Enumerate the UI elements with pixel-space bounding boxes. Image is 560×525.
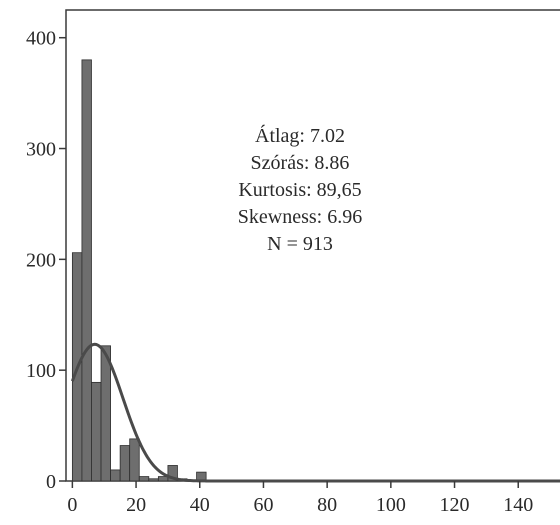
stat-kurtosis: Kurtosis: 89,65 <box>238 179 361 201</box>
histogram-bar <box>110 469 121 482</box>
x-tick-label: 140 <box>503 494 533 516</box>
normal-curve <box>70 342 560 483</box>
histogram-bar <box>148 478 159 482</box>
x-tick-label: 20 <box>126 494 146 516</box>
histogram-bar <box>138 476 150 482</box>
x-tick-label: 60 <box>253 494 273 516</box>
stat-n: N = 913 <box>267 233 333 255</box>
stat-mean: Átlag: 7.02 <box>255 124 345 147</box>
histogram-bar <box>119 445 131 482</box>
y-tick-label: 400 <box>26 28 56 50</box>
histogram-bar <box>129 438 140 482</box>
bars-group <box>71 59 207 482</box>
y-axis: 0 100 200 300 400 <box>26 28 66 493</box>
stat-skewness: Skewness: 6.96 <box>238 206 362 228</box>
y-tick-label: 300 <box>26 139 56 161</box>
x-tick-label: 0 <box>67 494 77 516</box>
x-tick-label: 120 <box>440 494 470 516</box>
histogram-bar <box>167 465 178 482</box>
stats-box: Átlag: 7.02 Szórás: 8.86 Kurtosis: 89,65… <box>238 124 362 255</box>
y-tick-label: 100 <box>26 360 56 382</box>
x-tick-label: 100 <box>376 494 406 516</box>
histogram-bar <box>91 381 102 482</box>
stat-std: Szórás: 8.86 <box>251 152 350 174</box>
x-tick-label: 80 <box>317 494 337 516</box>
x-tick-label: 40 <box>190 494 210 516</box>
x-axis: 0 20 40 60 80 100 120 140 <box>67 481 533 516</box>
y-tick-label: 0 <box>46 471 56 493</box>
histogram-bar <box>100 345 111 482</box>
histogram-bar <box>81 59 92 482</box>
y-tick-label: 200 <box>26 249 56 271</box>
